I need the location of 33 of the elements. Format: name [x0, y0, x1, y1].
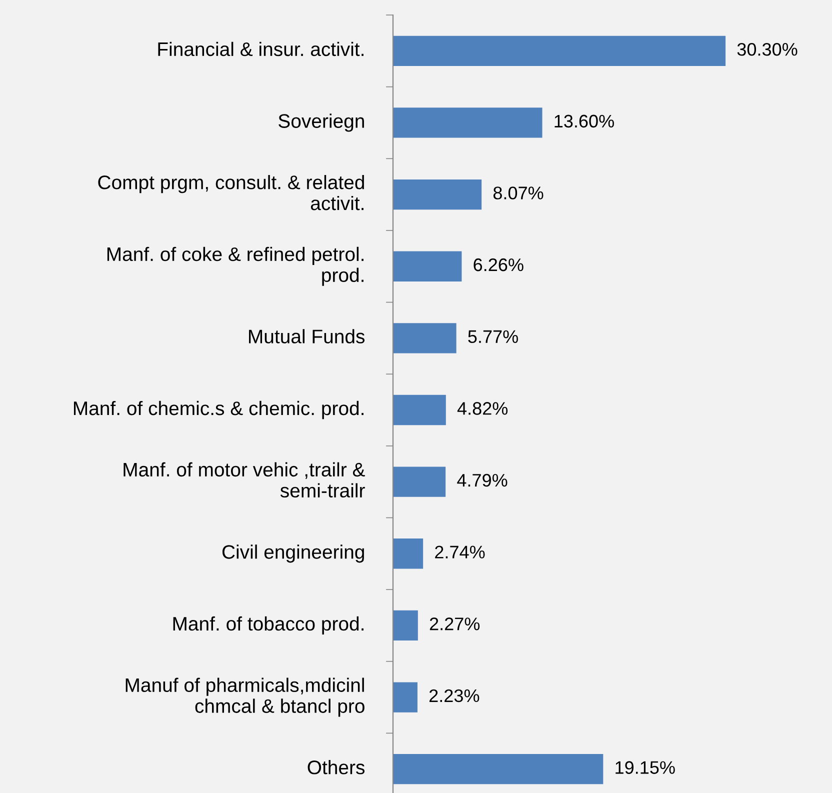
data-label: 4.82% — [457, 402, 508, 415]
y-tick-label: Manf. of chemic.s & chemic. prod. — [74, 400, 364, 420]
data-label: 6.26% — [474, 258, 524, 272]
bar — [393, 251, 462, 282]
y-tick-label: Civil engineering — [222, 544, 364, 563]
y-tick-label: Manf. of coke & refined petrol. prod. — [107, 246, 364, 286]
data-label: 2.27% — [430, 618, 480, 630]
y-tick-label: Compt prgm, consult. & related activit. — [98, 175, 364, 210]
y-tick-label: Manf. of tobacco prod. — [173, 616, 364, 635]
bar — [393, 610, 418, 641]
bar — [393, 538, 424, 569]
y-tick-label: Soveriegn — [278, 114, 364, 132]
bar — [393, 179, 482, 210]
y-tick-label: Mutual Funds — [249, 329, 365, 344]
data-label: 4.79% — [457, 474, 508, 487]
data-label: 13.60% — [554, 114, 614, 128]
bar — [393, 466, 446, 497]
y-tick-label: Manuf of pharmicals,mdicinl chmcal & btancl pro — [126, 678, 364, 717]
y-tick-label: Financial & insur. activit. — [158, 42, 364, 56]
data-label: 5.77% — [468, 330, 518, 344]
data-label: 19.15% — [616, 761, 675, 774]
data-label: 2.23% — [429, 689, 480, 702]
bar — [393, 394, 446, 426]
y-tick-label: Others — [308, 760, 365, 774]
bar — [393, 36, 726, 66]
bar — [393, 754, 604, 784]
bar — [393, 108, 542, 138]
bar — [393, 323, 456, 354]
bar — [393, 682, 418, 712]
data-label: 2.74% — [435, 546, 485, 558]
y-tick-label: Manf. of motor vehic ,trailr & semi-trailr — [124, 462, 365, 498]
data-label: 8.07% — [493, 186, 544, 200]
data-label: 30.30% — [737, 42, 798, 56]
